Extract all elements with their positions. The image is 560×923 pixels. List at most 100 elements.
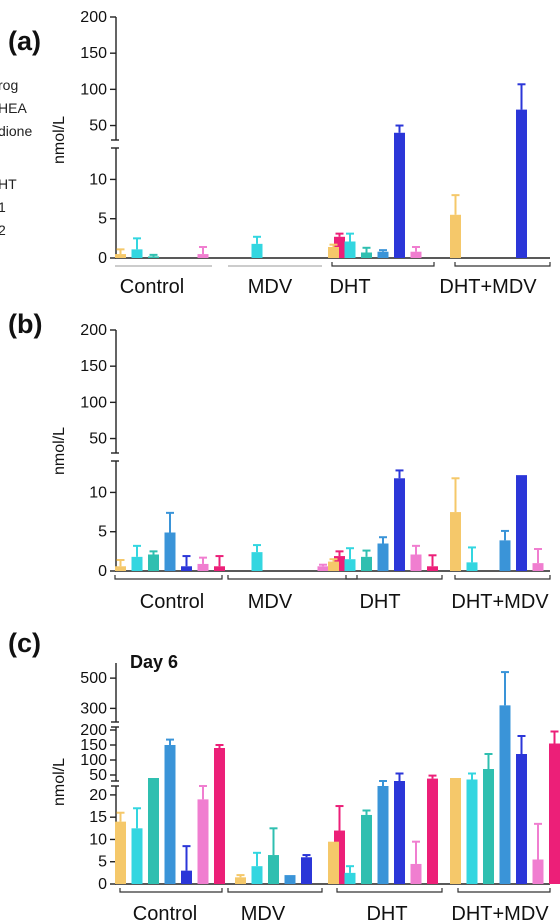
group-bracket [454, 575, 551, 580]
y-tick-label: 15 [89, 809, 107, 826]
bar [301, 857, 312, 884]
y-tick-label: 100 [80, 81, 107, 98]
y-tick-label: 50 [89, 767, 107, 784]
bar [466, 562, 478, 571]
y-tick-label: 150 [80, 45, 107, 62]
bar [148, 778, 159, 884]
bar [164, 532, 176, 571]
group-bracket [114, 575, 223, 580]
y-axis-label: nmol/L [51, 116, 68, 164]
bar [394, 132, 405, 258]
group-bracket [454, 262, 551, 267]
bar [251, 866, 263, 884]
y-tick-label: 0 [98, 876, 107, 893]
bar [549, 743, 560, 884]
bar [532, 859, 544, 884]
legend-entry-label: 1 [0, 199, 6, 215]
y-tick-label: 10 [89, 484, 107, 501]
bar [334, 830, 345, 884]
bar [394, 781, 405, 884]
bar [328, 561, 339, 571]
y-axis-label: nmol/L [51, 758, 68, 806]
group-bracket [457, 888, 551, 893]
bar [377, 251, 389, 258]
bar [394, 478, 405, 571]
y-tick-label: 10 [89, 171, 107, 188]
y-tick-label: 200 [80, 722, 107, 739]
y-tick-label: 5 [98, 854, 107, 871]
panel-label: (a) [8, 26, 41, 56]
bar [450, 512, 461, 571]
x-category-label: DHT+MDV [451, 903, 549, 923]
bar [499, 705, 511, 884]
legend-entry-label: rog [0, 77, 18, 93]
bar [410, 554, 422, 571]
bar [344, 872, 356, 884]
bar [164, 745, 176, 884]
day-annotation: Day 6 [130, 652, 178, 672]
x-category-label: Control [140, 591, 204, 613]
y-tick-label: 200 [80, 9, 107, 26]
bar [483, 769, 494, 884]
y-tick-label: 300 [80, 700, 107, 717]
group-bracket [345, 575, 443, 580]
y-tick-label: 150 [80, 358, 107, 375]
y-tick-label: 500 [80, 670, 107, 687]
y-tick-label: 20 [89, 787, 107, 804]
group-bracket [119, 888, 223, 893]
bar [361, 252, 372, 258]
bar [450, 214, 461, 258]
y-tick-label: 5 [98, 211, 107, 228]
legend-entry-label: HT [0, 176, 17, 192]
bar [410, 863, 422, 884]
bar [328, 841, 339, 884]
y-tick-label: 50 [89, 431, 107, 448]
bar [344, 559, 356, 571]
panel-label: (c) [8, 628, 41, 658]
bar [181, 870, 192, 884]
y-tick-label: 5 [98, 524, 107, 541]
bar [532, 563, 544, 571]
bar [328, 247, 339, 258]
bar [131, 556, 143, 571]
bar [410, 251, 422, 258]
bar [361, 556, 372, 571]
bar [131, 249, 143, 258]
bar [115, 566, 126, 571]
y-tick-label: 0 [98, 563, 107, 580]
bar [450, 778, 461, 884]
bar [516, 109, 527, 259]
x-category-label: DHT [359, 591, 400, 613]
bar [131, 828, 143, 884]
legend-entry-label: 2 [0, 222, 6, 238]
bar [148, 256, 159, 258]
bar [197, 563, 209, 571]
bar [235, 877, 246, 884]
bar [516, 475, 527, 571]
x-category-label: DHT+MDV [451, 591, 549, 613]
group-bracket [227, 575, 358, 580]
bar [251, 552, 263, 571]
bar [214, 566, 225, 571]
group-bracket [331, 262, 435, 267]
bar [334, 556, 345, 571]
x-category-label: Control [133, 903, 197, 923]
x-category-label: DHT [366, 903, 407, 923]
x-category-label: MDV [248, 591, 293, 613]
x-category-label: DHT [329, 276, 370, 298]
bar [284, 875, 296, 884]
y-tick-label: 50 [89, 118, 107, 135]
bar [115, 821, 126, 884]
legend-entry-label: HEA [0, 100, 27, 116]
y-tick-label: 0 [98, 250, 107, 267]
y-tick-label: 100 [80, 394, 107, 411]
bar [427, 778, 438, 884]
bar [214, 748, 225, 884]
bar [251, 243, 263, 258]
bar [317, 566, 329, 571]
bar [268, 855, 279, 884]
y-tick-label: 10 [89, 831, 107, 848]
bar [197, 799, 209, 884]
panel-label: (b) [8, 309, 42, 339]
